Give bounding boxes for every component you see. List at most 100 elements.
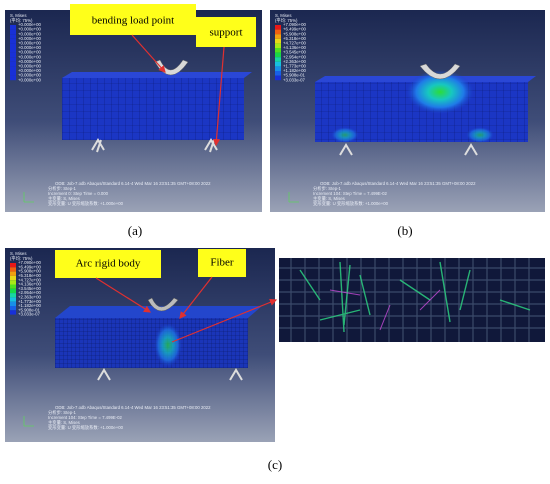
panel-b [270, 10, 545, 212]
legend-value: +5.908e+00 [18, 269, 42, 274]
legend-value: +0.000e+00 [18, 50, 42, 55]
panel-label: (a) [128, 223, 142, 238]
legend-value: +0.000e+00 [18, 22, 42, 27]
legend-value: +5.908e+00 [283, 31, 307, 36]
legend-swatch [10, 38, 16, 44]
legend-swatch [10, 280, 16, 285]
legend-value: +0.000e+00 [18, 68, 42, 73]
legend-subtitle: (平均: 75%) [10, 255, 33, 262]
legend-value: +0.000e+00 [18, 41, 42, 46]
annotation: Arc rigid body [76, 258, 141, 270]
legend-value: +4.136e+00 [18, 282, 42, 287]
legend-value: +3.545e+00 [18, 286, 42, 291]
legend-swatch [275, 61, 281, 67]
legend-swatch [10, 288, 16, 294]
legend-value: +0.000e+00 [18, 36, 42, 41]
annotation: support [210, 27, 243, 39]
legend-swatch [10, 66, 16, 71]
legend-value: +5.318e+00 [18, 273, 42, 278]
panel-label: (b) [397, 223, 412, 238]
footer-text: 主变量: S, Mises [313, 195, 345, 202]
legend-swatch [10, 293, 16, 298]
legend-value: +0.000e+00 [18, 64, 42, 69]
legend-swatch [10, 75, 16, 81]
legend-swatch [10, 25, 16, 30]
legend-value: +0.000e+00 [18, 77, 42, 82]
footer-text: 分析步: Step-1 [313, 185, 342, 192]
legend-swatch [275, 38, 281, 44]
legend-value: +4.727e+00 [18, 277, 42, 282]
footer-text: 变形变量: U 变形缩放系数: +1.000e+00 [313, 200, 389, 207]
panel-label: (c) [268, 457, 282, 472]
legend-value: +1.182e+00 [18, 303, 42, 308]
legend-value: +6.499e+00 [18, 264, 42, 269]
legend-swatch [10, 275, 16, 281]
legend-value: +1.773e+00 [283, 64, 307, 69]
legend-swatch [10, 29, 16, 35]
legend-swatch [275, 57, 281, 62]
legend-value: +6.499e+00 [283, 27, 307, 32]
legend-swatch [10, 48, 16, 53]
legend-value: +0.000e+00 [18, 31, 42, 36]
legend-swatch [275, 52, 281, 58]
legend-swatch [10, 284, 16, 289]
legend-swatch [10, 52, 16, 58]
legend-swatch [10, 310, 16, 315]
legend-swatch [275, 25, 281, 30]
panel-a [5, 4, 262, 212]
legend-swatch [10, 61, 16, 67]
legend-value: +1.773e+00 [18, 299, 42, 304]
footer-text: 变形变量: U 变形缩放系数: +1.000e+00 [48, 200, 124, 207]
legend-swatch [275, 48, 281, 53]
legend-swatch [10, 301, 16, 306]
legend-value: +2.363e+00 [283, 59, 307, 64]
legend-value: +3.033e-07 [283, 77, 305, 82]
legend-value: +4.136e+00 [283, 45, 307, 50]
legend-swatch [275, 43, 281, 48]
legend-swatch [10, 297, 16, 302]
footer-text: Increment 104: Step Time = 7.499E-02 [313, 191, 388, 196]
axis-triad [23, 416, 34, 427]
legend-value: +0.000e+00 [18, 45, 42, 50]
legend-value: +1.182e+00 [283, 68, 307, 73]
footer-text: 主变量: S, Mises [48, 419, 80, 426]
footer-text: 变形变量: U 变形缩放系数: +1.000e+00 [48, 424, 124, 431]
legend-value: +2.954e+00 [283, 54, 307, 59]
legend-swatch [10, 71, 16, 76]
legend-title: S, Mises [10, 13, 26, 18]
legend-value: +0.000e+00 [18, 27, 42, 32]
axis-triad [23, 192, 34, 203]
footer-text: ODB: Job-7.odb Abaqus/Standard 6.14-4 We… [55, 181, 211, 186]
legend-swatch [275, 66, 281, 71]
legend-swatch [10, 43, 16, 48]
legend-swatch [275, 71, 281, 76]
legend-value: +4.727e+00 [283, 41, 307, 46]
legend-swatch [10, 57, 16, 62]
footer-text: ODB: Job-7.odb Abaqus/Standard 6.14-4 We… [320, 181, 476, 186]
legend-value: +0.000e+00 [18, 54, 42, 59]
panel-c [5, 248, 545, 442]
legend-title: S, Mises [275, 13, 291, 18]
legend-value: +3.545e+00 [283, 50, 307, 55]
legend-title: S, Mises [10, 251, 26, 256]
legend-subtitle: (平均: 75%) [275, 17, 298, 24]
footer-text: 分析步: Step-1 [48, 185, 77, 192]
legend-swatch [275, 34, 281, 39]
legend-value: +0.000e+00 [18, 59, 42, 64]
footer-text: Increment 0: Step Time = 0.000 [48, 191, 109, 196]
footer-text: 主变量: S, Mises [48, 195, 80, 202]
legend-value: +5.908e-01 [283, 73, 305, 78]
legend-swatch [10, 267, 16, 272]
axis-triad [288, 192, 299, 203]
annotation: Fiber [210, 257, 234, 269]
legend-swatch [275, 75, 281, 81]
legend-value: +2.954e+00 [18, 290, 42, 295]
legend-subtitle: (平均: 75%) [10, 17, 33, 24]
footer-text: ODB: Job-7.odb Abaqus/Standard 6.14-4 We… [55, 405, 211, 410]
footer-text: Increment 104: Step Time = 7.499E-02 [48, 415, 123, 420]
legend-swatch [10, 263, 16, 268]
legend-swatch [10, 306, 16, 311]
legend-value: +5.908e-01 [18, 307, 40, 312]
legend-swatch [275, 29, 281, 35]
